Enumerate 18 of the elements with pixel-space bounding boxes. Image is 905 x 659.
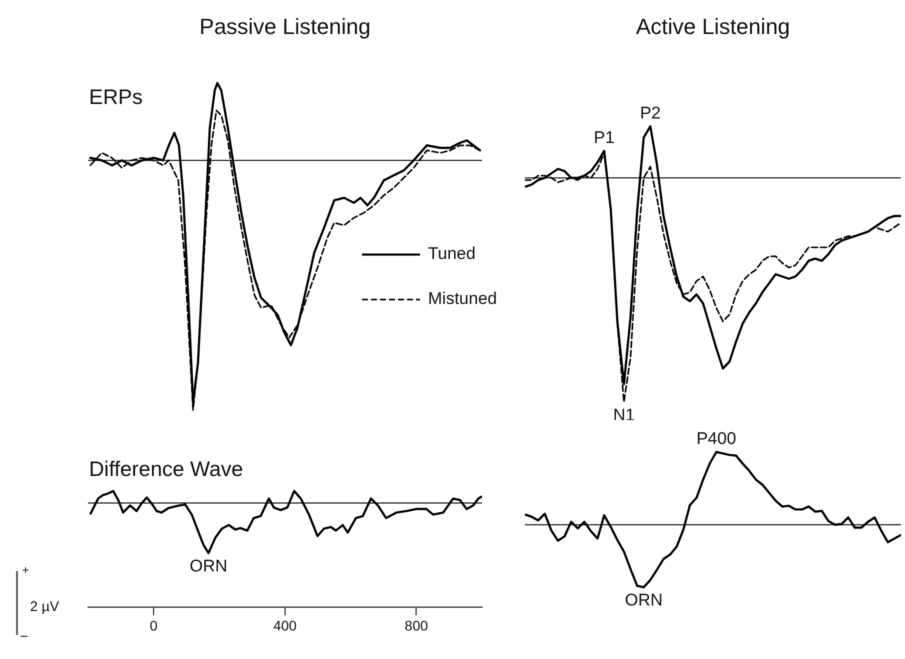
annotation: ERPs [89, 86, 143, 110]
annotation: ORN [624, 590, 663, 610]
chart-title: Passive Listening [199, 14, 371, 40]
annotation: P1 [594, 128, 615, 148]
x-tick-label: 0 [150, 617, 158, 634]
annotation: N1 [613, 405, 635, 424]
text: Difference Wave [89, 458, 244, 482]
text: + [22, 563, 30, 577]
chart-title: Active Listening [636, 14, 790, 40]
text: 2 µV [30, 598, 60, 614]
x-tick-label: 800 [404, 617, 428, 634]
annotation: ORN [190, 556, 228, 576]
text: − [20, 628, 28, 644]
legend-label: Mistuned [428, 289, 497, 308]
annotation: P2 [640, 103, 661, 122]
annotation: P400 [696, 429, 736, 448]
x-tick-label: 400 [273, 617, 297, 634]
legend-label: Tuned [428, 244, 476, 264]
